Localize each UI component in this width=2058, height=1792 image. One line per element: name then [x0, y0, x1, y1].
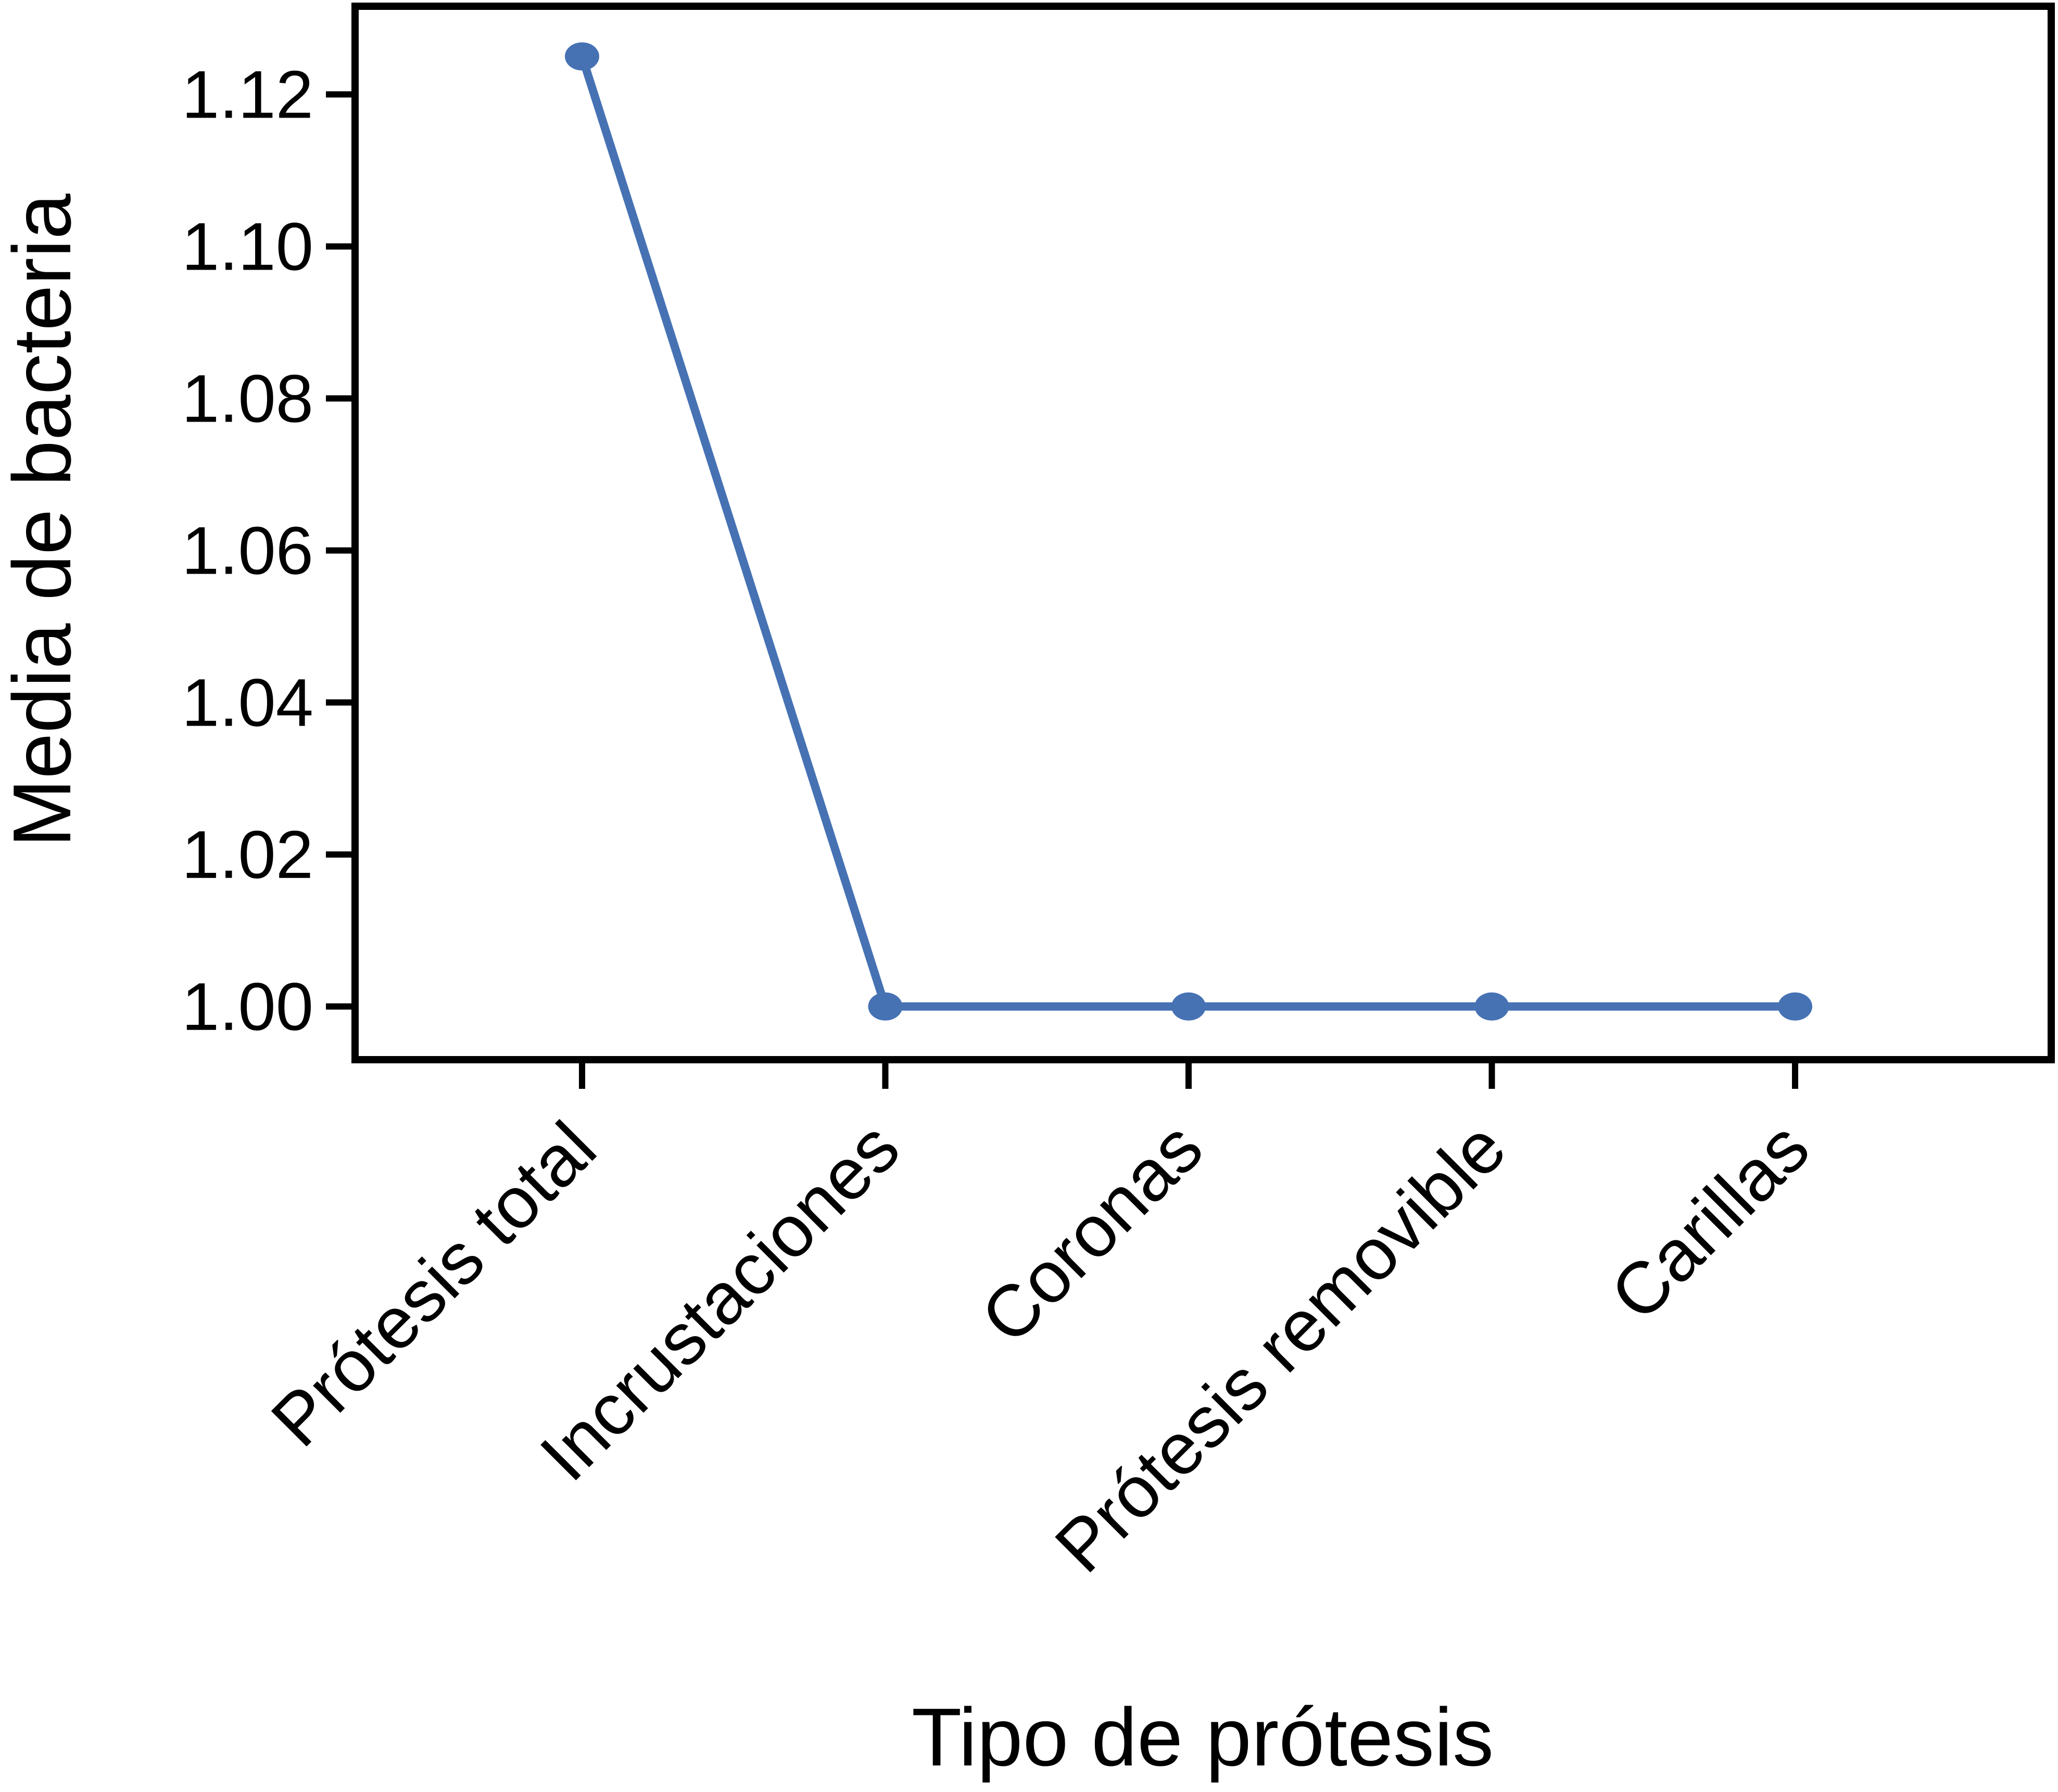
y-axis-title: Media de bacteria — [0, 194, 88, 847]
y-tick-label: 1.12 — [182, 56, 313, 132]
y-tick-label: 1.00 — [182, 969, 313, 1045]
x-tick-label: Carillas — [1595, 1106, 1824, 1336]
y-tick-label: 1.06 — [182, 513, 313, 589]
data-point-marker — [868, 992, 903, 1021]
y-tick-label: 1.08 — [182, 361, 313, 437]
data-point-marker — [1171, 992, 1206, 1021]
data-point-marker — [1474, 992, 1509, 1021]
data-point-marker — [1778, 992, 1812, 1021]
data-series — [565, 42, 1812, 1021]
y-axis-ticks — [326, 91, 355, 1010]
plot-frame — [351, 3, 2055, 1063]
data-point-marker — [565, 42, 599, 71]
x-axis-ticks — [579, 1060, 1798, 1089]
y-tick-label: 1.10 — [182, 208, 313, 284]
y-tick-label: 1.04 — [182, 665, 313, 741]
y-tick-label: 1.02 — [182, 817, 313, 893]
y-axis-tick-labels: 1.00 1.02 1.04 1.06 1.08 1.10 1.12 — [182, 56, 313, 1044]
x-tick-label: Coronas — [965, 1106, 1218, 1358]
x-axis-title: Tipo de prótesis — [912, 1692, 1494, 1783]
